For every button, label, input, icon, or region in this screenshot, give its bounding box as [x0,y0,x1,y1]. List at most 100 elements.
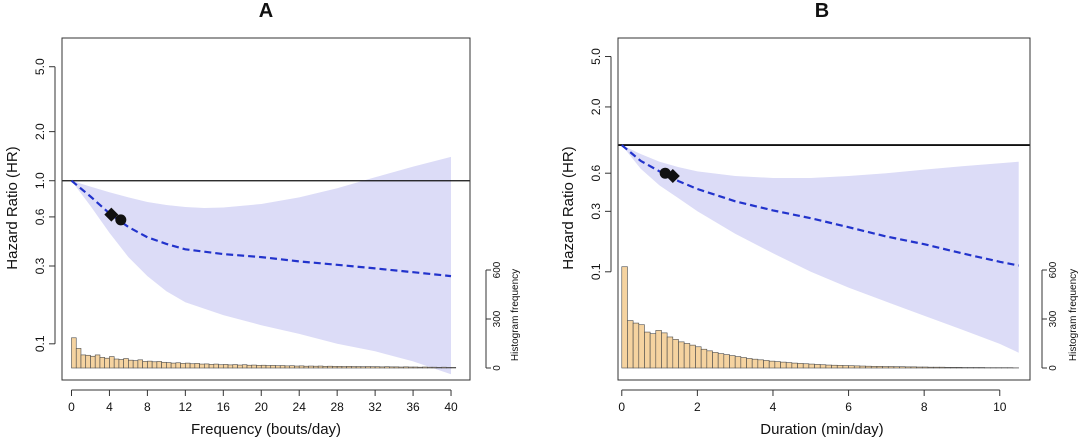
panel-b-histogram-bar [621,266,628,369]
panel-a-histogram-bar [199,363,205,369]
panel-a-y-tick-label: 0.1 [33,335,47,352]
panel-a-histogram-bar [365,366,371,369]
panel-b-y-axis-label: Hazard Ratio (HR) [560,146,577,269]
panel-b-histogram-bar [848,365,855,369]
panel-a-histogram-bar [294,365,300,369]
panel-b-confidence-band [621,145,1019,353]
panel-b-histogram-bar [950,367,957,369]
panel-a-histogram-bar [275,365,281,369]
panel-b-histogram-bar [683,343,691,369]
panel-b-histogram-bar [751,358,759,369]
panel-a-x-tick-label: 36 [406,400,420,414]
panel-a-x-axis-label: Frequency (bouts/day) [191,421,341,438]
panel-a-histogram-bar [327,365,333,369]
panel-a-histogram-bar [241,364,248,369]
panel-a-x-tick-label: 4 [106,400,113,414]
panel-b-histogram-bar [763,360,770,369]
panel-b-plot-area: 0 2 4 6 8 10 0.1 0.3 0.6 2.0 5.0 0 300 600 [589,37,1059,414]
panel-a-histogram-bar [393,366,400,369]
panel-a-histogram-bar [156,361,162,369]
panel-b-histogram-bar [740,357,747,369]
panel-b-histogram-bar [933,366,940,369]
panel-a-histogram-bar [436,367,442,369]
panel-a-histogram-bar [185,362,191,369]
panel-b-y-tick-label: 2.0 [589,98,603,115]
panel-a-histogram-bar [431,366,438,369]
panel-a-histogram-bar [346,366,352,369]
panel-b-histogram-bar [700,348,708,369]
panel-a-histogram-bar [251,364,257,369]
panel-a-histogram-bar [223,364,229,369]
panel-b-histogram-bar [768,360,776,369]
panel-a-histogram-bar [379,366,385,369]
panel-a-histogram-bar [123,358,129,369]
panel-b-histogram-bar [865,365,872,369]
panel-b-histogram-bar [717,353,725,369]
panel-a-histogram-bar [351,366,357,369]
panel-a-y-axis-label: Hazard Ratio (HR) [4,146,21,269]
panel-a-histogram-bar [80,354,87,369]
panel-a-histogram-bar [317,365,324,369]
panel-a-histogram-bar [137,359,143,369]
panel-b-histogram-bar [876,366,883,369]
panel-a-histogram-bar [132,360,139,369]
panel-a-histogram-bar [341,366,347,369]
panel-a-histogram-bar [147,360,153,369]
panel-b-y-tick-label: 0.6 [589,165,603,182]
panel-b-histogram-tick-label: 600 [1048,261,1059,278]
panel-b-histogram-bar [831,364,838,369]
panel-b-x-tick-label: 6 [845,400,852,414]
panel-b-histogram-bar [904,366,912,369]
panel-a-histogram-bar [284,365,291,369]
panel-a-histogram [71,337,457,369]
panel-b-histogram-bar [632,322,640,369]
panel-a-histogram-bar [118,359,124,369]
panel-a-histogram-bar [104,357,110,369]
panel-b-histogram-bar [808,363,815,369]
panel-a-histogram-bar [256,365,262,369]
panel-a-x-tick-label: 0 [68,400,75,414]
panel-a-histogram-bar [237,364,243,369]
panel-b-histogram-axis-label: Histogram frequency [1068,269,1079,361]
panel-a-histogram-tick-label: 600 [492,261,503,278]
panel-b-x-tick-label: 0 [618,400,625,414]
panel-a-histogram-bar [298,365,305,369]
panel-b-histogram-bar [859,365,866,369]
panel-b-histogram-bar [706,350,713,369]
panel-a-x-tick-label: 40 [444,400,458,414]
panel-b-histogram-bar [678,341,685,369]
panel-b-y-tick-label: 0.1 [589,263,603,280]
panel-a-histogram-bar [246,364,253,369]
panel-b-histogram-bar [819,364,827,369]
panel-a-histogram-bar [180,363,186,369]
panel-b-histogram-bar [938,366,946,369]
panel-b-point-diamond [665,169,680,184]
panel-b-histogram-bar [774,361,781,369]
panel-a-histogram-bar [370,366,376,369]
panel-a-histogram-bar [113,358,120,369]
panel-a-x-tick-label: 20 [255,400,269,414]
panel-b-histogram-bar [729,355,736,369]
panel-b-histogram-bar [644,331,651,369]
panel-a-histogram-bar [289,365,295,369]
panel-b-histogram-bar [791,362,798,369]
panel-b-histogram-bar [638,324,645,369]
panel-a-histogram-bar [232,364,238,369]
panel-b-histogram-bar [712,352,719,369]
panel-a-histogram-bar [450,367,457,369]
panel-b-title: B [815,0,829,22]
panel-a-histogram-bar [128,359,134,369]
panel-a-histogram-bar [445,367,452,369]
panel-b-histogram-bar [672,339,679,369]
panel-a-histogram-bar [412,366,419,369]
panel-a-x-tick-label: 12 [179,400,193,414]
panel-b-y-tick-label: 0.3 [589,203,603,220]
panel-a-point-diamond [104,207,119,222]
panel-b-histogram-bar [627,320,634,369]
panel-b-histogram-bar [746,358,753,369]
panel-a-histogram-bar [441,366,447,369]
panel-a-histogram-bar [426,366,433,369]
panel-a-histogram-bar [99,357,105,369]
panel-b-histogram-bar [887,366,895,369]
